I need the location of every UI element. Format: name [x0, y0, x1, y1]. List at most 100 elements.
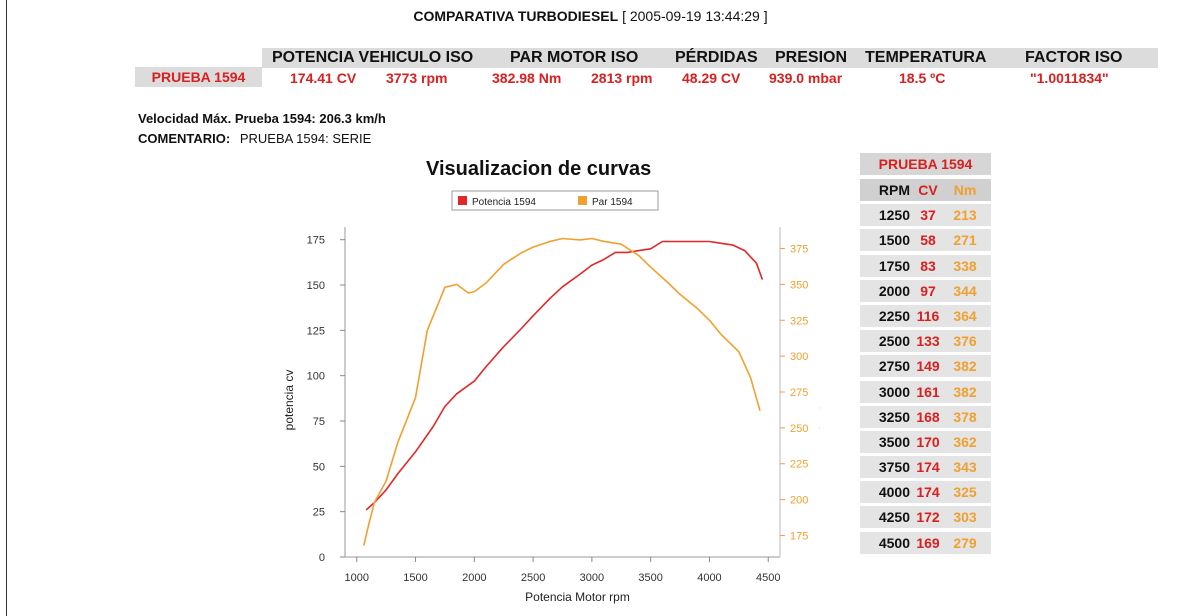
nm-cell: 271 — [953, 232, 977, 249]
nm-cell: 364 — [953, 307, 977, 324]
y-tick-label: 125 — [307, 325, 325, 337]
value-power-rpm: 3773 rpm — [386, 70, 448, 86]
page-border-line — [6, 0, 7, 616]
nm-cell: 303 — [953, 509, 977, 526]
x-tick-label: 4500 — [756, 572, 780, 584]
rpm-cell: 1250 — [878, 207, 910, 224]
chart-legend: Potencia 1594 Par 1594 — [451, 190, 659, 211]
legend-swatch — [458, 196, 467, 205]
y-tick-label: 75 — [313, 416, 325, 428]
comment-text: PRUEBA 1594: SERIE — [239, 131, 372, 146]
y2-tick-label: 175 — [790, 530, 808, 542]
cv-cell: 97 — [920, 282, 936, 299]
test-label: PRUEBA 1594 — [135, 67, 262, 87]
table-row: 3750 174 343 — [860, 456, 991, 479]
rpm-data-table: PRUEBA 1594 RPM CV Nm 1250 37 213 1500 58 271… — [860, 153, 991, 557]
table-row: 1250 37 213 — [860, 204, 991, 227]
legend-label: Potencia 1594 — [472, 197, 536, 208]
rpm-table-header-rpm: RPM — [878, 182, 910, 198]
rpm-cell: 2750 — [878, 358, 910, 375]
header-power-iso: POTENCIA VEHICULO ISO — [272, 49, 474, 66]
cv-cell: 58 — [920, 232, 936, 249]
cv-cell: 170 — [916, 433, 940, 450]
cv-cell: 133 — [916, 333, 940, 350]
rpm-table-header-row: RPM CV Nm — [860, 179, 991, 201]
rpm-cell: 2500 — [878, 333, 910, 350]
y-tick-label: 50 — [313, 461, 325, 473]
nm-cell: 378 — [953, 408, 977, 425]
cv-cell: 174 — [916, 484, 940, 501]
cv-cell: 168 — [916, 408, 940, 425]
table-row: 3000 161 382 — [860, 380, 991, 403]
nm-cell: 279 — [953, 534, 977, 551]
performance-chart: 1000 1500 2000 2500 3000 3500 4000 4500 0 25 50 75 1… — [282, 190, 820, 604]
y-tick-label: 175 — [307, 235, 325, 247]
nm-cell: 362 — [953, 433, 977, 450]
rpm-table-header-nm: Nm — [953, 182, 977, 198]
document-title-line: COMPARATIVA TURBODIESEL [ 2005-09-19 13:… — [0, 8, 1181, 24]
rpm-cell: 2250 — [878, 307, 910, 324]
legend-swatch — [578, 196, 587, 205]
rpm-cell: 3750 — [878, 459, 910, 476]
y2-tick-label: 375 — [790, 244, 808, 256]
x-tick-label: 3000 — [580, 572, 604, 584]
rpm-table-title: PRUEBA 1594 — [860, 153, 991, 175]
cv-cell: 174 — [916, 459, 940, 476]
summary-header-band — [262, 48, 1158, 68]
cv-cell: 172 — [916, 509, 940, 526]
nm-cell: 338 — [953, 257, 977, 274]
x-tick-label: 4000 — [697, 572, 721, 584]
table-row: 4250 172 303 — [860, 506, 991, 529]
rpm-cell: 1500 — [878, 232, 910, 249]
nm-cell: 325 — [953, 484, 977, 501]
value-iso-factor: "1.0011834" — [1030, 70, 1109, 86]
rpm-cell: 4250 — [878, 509, 910, 526]
table-row: 1750 83 338 — [860, 254, 991, 277]
table-row: 3250 168 378 — [860, 405, 991, 428]
y2-tick-label: 325 — [790, 315, 808, 327]
x-tick-label: 1500 — [403, 572, 427, 584]
legend-box — [451, 190, 659, 211]
y-tick-label: 0 — [319, 552, 325, 564]
header-pressure: PRESION — [775, 49, 848, 66]
value-torque-rpm: 2813 rpm — [591, 70, 653, 86]
y2-tick-label: 225 — [790, 459, 808, 471]
cv-cell: 37 — [920, 207, 936, 224]
y2-tick-label: 275 — [790, 387, 808, 399]
x-tick-label: 2500 — [521, 572, 545, 584]
y-tick-label: 100 — [307, 371, 325, 383]
y2-tick-label: 300 — [790, 351, 808, 363]
rpm-cell: 4000 — [878, 484, 910, 501]
rpm-table-body: 1250 37 213 1500 58 271 1750 83 338 2000 97 344 2250… — [860, 204, 991, 554]
y2-tick-label: 350 — [790, 279, 808, 291]
rpm-table-header-cv: CV — [918, 182, 938, 198]
comment-line: COMENTARIO: PRUEBA 1594: SERIE — [138, 131, 371, 146]
y-tick-label: 150 — [307, 280, 325, 292]
value-losses: 48.29 CV — [682, 70, 741, 86]
y2-tick-label: 250 — [790, 423, 808, 435]
comment-label: COMENTARIO: — [138, 131, 231, 146]
rpm-cell: 4500 — [878, 534, 910, 551]
cv-cell: 169 — [916, 534, 940, 551]
header-losses: PÉRDIDAS — [675, 49, 758, 66]
value-power: 174.41 CV — [290, 70, 357, 86]
nm-cell: 376 — [953, 333, 977, 350]
document-timestamp: [ 2005-09-19 13:44:29 ] — [622, 8, 768, 24]
cv-cell: 149 — [916, 358, 940, 375]
chart-title: Visualizacion de curvas — [426, 158, 652, 180]
rpm-cell: 3250 — [878, 408, 910, 425]
power-curve-line — [365, 240, 764, 511]
y-tick-label: 25 — [313, 507, 325, 519]
header-torque-iso: PAR MOTOR ISO — [510, 49, 639, 66]
nm-cell: 382 — [953, 358, 977, 375]
nm-cell: 213 — [953, 207, 977, 224]
table-row: 4500 169 279 — [860, 531, 991, 554]
table-row: 2750 149 382 — [860, 355, 991, 378]
x-axis-label: Potencia Motor rpm — [525, 590, 630, 604]
value-torque: 382.98 Nm — [492, 70, 562, 86]
cv-cell: 161 — [916, 383, 940, 400]
value-temperature: 18.5 ºC — [899, 70, 946, 86]
nm-cell: 382 — [953, 383, 977, 400]
table-row: 2500 133 376 — [860, 330, 991, 353]
nm-cell: 343 — [953, 459, 977, 476]
